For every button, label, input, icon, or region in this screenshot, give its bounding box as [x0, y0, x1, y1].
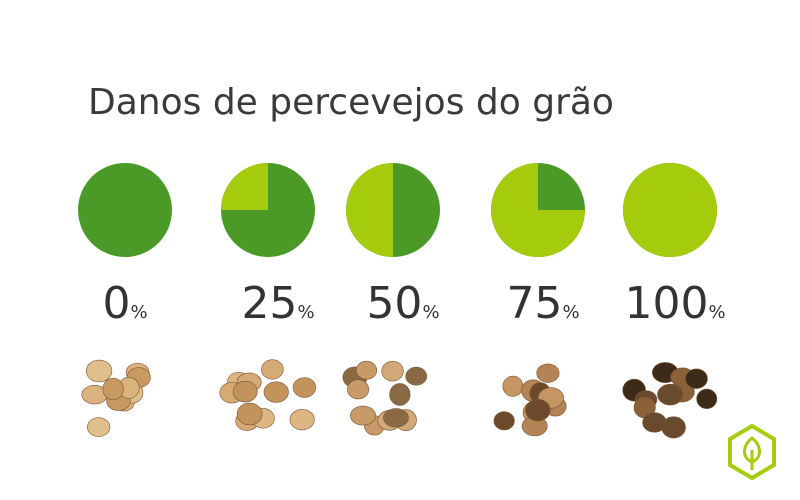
seed: [347, 379, 370, 400]
seed: [236, 402, 263, 426]
seed-cluster: [622, 362, 718, 439]
seed: [263, 381, 289, 403]
pie-damaged: [346, 163, 393, 257]
percent-value: 75: [506, 278, 562, 329]
percent-unit: %: [708, 302, 725, 323]
items: 0% 25% 50% 75% 100%: [78, 163, 726, 439]
seed: [232, 380, 258, 403]
seed: [642, 412, 667, 433]
seed: [261, 359, 284, 380]
seed: [502, 375, 524, 397]
seed: [536, 363, 560, 383]
seed: [102, 377, 124, 401]
seed-cluster: [81, 359, 151, 437]
seed: [292, 377, 317, 398]
percent-label: 100%: [624, 278, 725, 329]
percent-label: 75%: [506, 278, 579, 329]
seed: [685, 368, 708, 389]
seed: [525, 399, 551, 422]
percent-value: 0: [102, 278, 130, 329]
percent-unit: %: [297, 302, 314, 323]
seed-cluster: [219, 359, 317, 431]
seed: [381, 360, 404, 382]
percent-label: 50%: [366, 278, 439, 329]
seed: [657, 383, 684, 406]
logo-hexagon: [728, 423, 776, 481]
title: Danos de percevejos do grão: [88, 82, 614, 123]
seed: [383, 408, 409, 428]
percent-value: 50: [366, 278, 422, 329]
seed: [389, 383, 411, 406]
logo: [728, 423, 776, 481]
percent-label: 0%: [102, 278, 147, 329]
percent-unit: %: [562, 302, 579, 323]
seed: [696, 388, 718, 409]
seed: [350, 405, 376, 426]
percent-value: 100: [624, 278, 708, 329]
pie-damaged: [623, 163, 717, 257]
pie-healthy: [78, 163, 172, 257]
seed: [493, 411, 515, 431]
seed: [85, 359, 113, 383]
percent-unit: %: [422, 302, 439, 323]
percent-unit: %: [130, 302, 147, 323]
seed-cluster: [342, 360, 428, 436]
seed: [86, 417, 111, 437]
seed-cluster: [493, 363, 567, 437]
pie-damaged: [491, 163, 585, 257]
percent-label: 25%: [241, 278, 314, 329]
seed: [355, 360, 378, 380]
pie-damaged: [221, 163, 268, 210]
percent-value: 25: [241, 278, 297, 329]
seed: [289, 409, 315, 431]
seed: [405, 366, 428, 386]
